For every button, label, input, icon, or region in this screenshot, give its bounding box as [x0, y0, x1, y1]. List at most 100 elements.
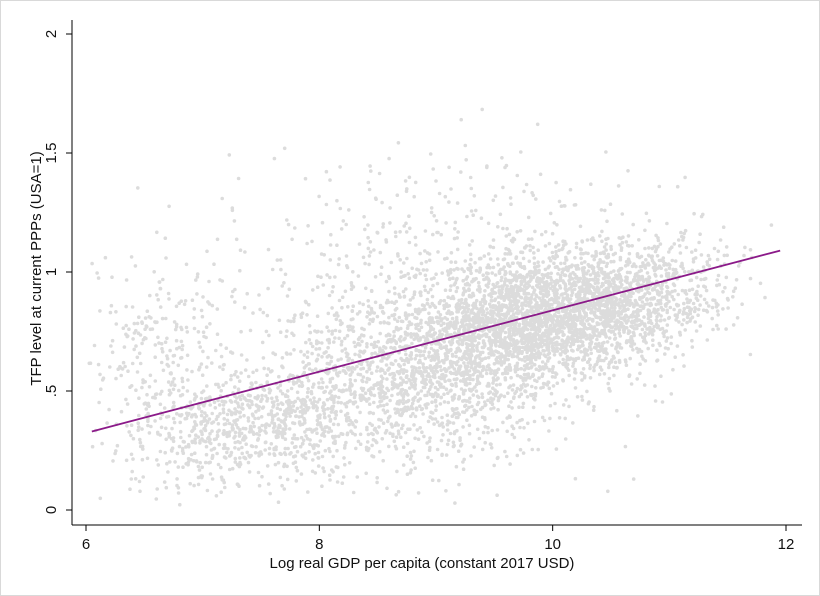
- scatter-point: [525, 395, 530, 399]
- scatter-point: [687, 270, 691, 274]
- scatter-point: [434, 272, 438, 277]
- scatter-point: [395, 407, 400, 412]
- scatter-point: [666, 346, 670, 351]
- scatter-point: [447, 378, 451, 383]
- scatter-point: [246, 419, 251, 423]
- scatter-point: [425, 301, 430, 306]
- scatter-point: [394, 340, 399, 344]
- scatter-point: [562, 261, 567, 266]
- scatter-point: [463, 143, 468, 148]
- scatter-point: [194, 278, 198, 282]
- scatter-point: [693, 248, 698, 252]
- scatter-point: [514, 389, 519, 394]
- scatter-point: [285, 389, 290, 393]
- scatter-point: [597, 372, 602, 377]
- scatter-point: [554, 447, 559, 451]
- scatter-point: [332, 396, 336, 401]
- scatter-point: [579, 314, 583, 319]
- scatter-point: [320, 385, 324, 390]
- scatter-point: [609, 306, 614, 310]
- scatter-point: [388, 206, 392, 210]
- scatter-point: [256, 470, 261, 475]
- scatter-point: [434, 369, 439, 373]
- scatter-point: [480, 107, 485, 112]
- scatter-point: [267, 333, 271, 338]
- scatter-point: [274, 395, 279, 400]
- scatter-point: [688, 278, 692, 283]
- scatter-point: [227, 153, 232, 157]
- scatter-point: [210, 477, 215, 481]
- scatter-point: [322, 415, 327, 420]
- scatter-point: [147, 431, 152, 435]
- scatter-point: [507, 232, 512, 237]
- scatter-point: [185, 389, 190, 393]
- scatter-point: [375, 365, 380, 369]
- scatter-point: [405, 374, 409, 378]
- scatter-point: [431, 232, 435, 237]
- scatter-point: [342, 369, 347, 374]
- scatter-point: [401, 289, 406, 294]
- scatter-point: [701, 212, 705, 217]
- scatter-point: [736, 264, 741, 268]
- scatter-point: [396, 254, 400, 258]
- scatter-point: [367, 322, 372, 326]
- scatter-point: [579, 371, 584, 375]
- scatter-point: [343, 443, 347, 448]
- scatter-point: [137, 315, 141, 320]
- scatter-point: [589, 264, 593, 269]
- scatter-point: [264, 422, 269, 426]
- scatter-point: [133, 477, 138, 481]
- scatter-point: [326, 430, 331, 434]
- scatter-point: [682, 306, 687, 311]
- scatter-point: [421, 412, 425, 416]
- scatter-point: [675, 344, 680, 348]
- scatter-point: [472, 445, 477, 449]
- scatter-point: [373, 351, 378, 355]
- scatter-point: [153, 343, 158, 347]
- scatter-point: [510, 303, 515, 308]
- scatter-point: [413, 382, 418, 387]
- scatter-point: [109, 303, 114, 308]
- scatter-point: [548, 316, 552, 321]
- scatter-point: [716, 327, 720, 331]
- scatter-point: [650, 296, 654, 301]
- scatter-point: [663, 262, 668, 266]
- scatter-point: [597, 274, 601, 278]
- scatter-point: [214, 417, 219, 422]
- scatter-point: [690, 268, 695, 273]
- scatter-point: [536, 447, 540, 452]
- scatter-point: [283, 424, 288, 428]
- scatter-point: [181, 465, 185, 470]
- scatter-point: [293, 313, 297, 318]
- scatter-point: [473, 359, 477, 363]
- scatter-point: [428, 304, 432, 309]
- scatter-point: [114, 310, 118, 314]
- scatter-point: [309, 341, 313, 346]
- scatter-point: [461, 291, 466, 295]
- scatter-point: [158, 433, 162, 437]
- scatter-point: [372, 393, 377, 398]
- scatter-point: [484, 283, 489, 288]
- scatter-point: [527, 438, 531, 442]
- scatter-point: [249, 453, 253, 458]
- scatter-point: [416, 391, 421, 396]
- scatter-point: [627, 244, 631, 248]
- scatter-point: [177, 444, 182, 449]
- scatter-point: [561, 357, 565, 362]
- scatter-point: [342, 456, 346, 460]
- scatter-point: [483, 277, 488, 281]
- scatter-point: [246, 416, 251, 420]
- scatter-point: [146, 401, 151, 406]
- scatter-point: [670, 294, 674, 299]
- scatter-point: [597, 304, 602, 309]
- scatter-point: [382, 345, 386, 349]
- scatter-point: [465, 214, 469, 219]
- scatter-point: [111, 459, 115, 463]
- scatter-point: [461, 278, 466, 283]
- scatter-point: [283, 437, 288, 442]
- scatter-point: [336, 358, 340, 362]
- scatter-point: [654, 318, 659, 322]
- scatter-point: [138, 444, 143, 449]
- scatter-point: [215, 237, 220, 242]
- scatter-point: [647, 219, 652, 223]
